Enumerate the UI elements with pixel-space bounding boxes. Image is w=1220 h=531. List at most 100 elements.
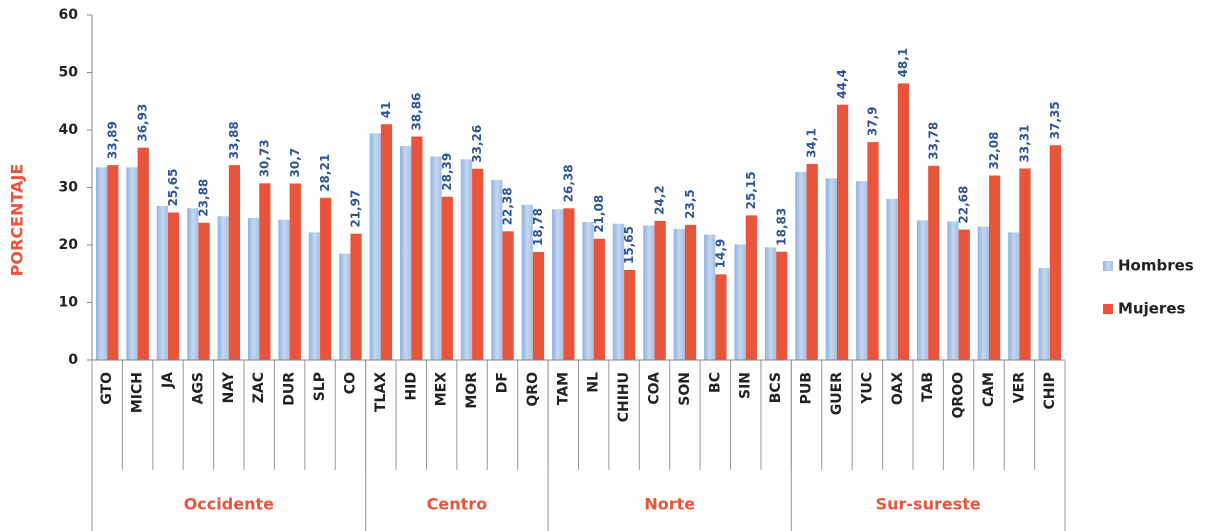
y-tick-label: 40 (59, 122, 79, 138)
group-label: Sur-sureste (876, 495, 981, 514)
bar (228, 165, 241, 360)
bar (643, 225, 655, 360)
data-label: 48,1 (896, 48, 910, 78)
group-label: Centro (427, 495, 488, 514)
bar (734, 244, 746, 360)
bar (1049, 145, 1062, 360)
x-tick-label: MICH (130, 372, 146, 413)
data-label: 15,65 (622, 226, 636, 264)
data-label: 25,15 (744, 171, 758, 209)
bar (612, 223, 625, 360)
bar (126, 167, 138, 360)
bar (582, 222, 594, 360)
data-label: 26,38 (561, 164, 575, 202)
x-tick-label: JA (160, 372, 176, 389)
bar (156, 205, 169, 360)
x-tick-label: VER (1011, 372, 1027, 403)
bar (532, 252, 545, 360)
bar (704, 234, 716, 360)
bar (107, 165, 119, 360)
data-label: 33,78 (926, 122, 940, 160)
bar (308, 232, 321, 360)
x-tick-label: DUR (282, 372, 298, 406)
bar (988, 175, 1001, 360)
bar (472, 168, 484, 360)
data-label: 21,08 (592, 195, 606, 233)
bar (95, 167, 108, 360)
data-label: 32,08 (987, 132, 1001, 170)
bar (928, 165, 940, 360)
y-tick-label: 50 (59, 65, 79, 81)
bar (776, 251, 788, 360)
bar (715, 274, 727, 360)
x-tick-label: SLP (312, 372, 328, 401)
x-tick-label: TAM (555, 372, 571, 405)
y-tick-label: 20 (59, 237, 79, 253)
x-tick-label: MOR (464, 372, 480, 409)
x-tick-label: HID (403, 372, 419, 401)
bar (563, 208, 575, 360)
data-label: 37,35 (1048, 101, 1062, 139)
bar (411, 136, 423, 360)
bar (320, 197, 332, 360)
bar (764, 247, 777, 360)
bar (198, 222, 210, 360)
x-tick-label: ZAC (251, 372, 267, 403)
y-tick-label: 10 (59, 295, 79, 311)
data-label: 18,83 (774, 208, 788, 246)
bar (339, 253, 351, 360)
x-tick-label: CAM (981, 372, 997, 407)
data-label: 33,89 (105, 121, 119, 159)
data-label: 30,73 (257, 139, 271, 177)
x-tick-label: AGS (190, 372, 206, 404)
x-tick-label: CHIP (1042, 372, 1058, 409)
x-tick-label: QROO (951, 372, 967, 419)
bar (502, 231, 514, 360)
bar (278, 219, 290, 360)
data-label: 41 (379, 102, 393, 119)
x-tick-label: PUB (799, 372, 815, 404)
data-label: 30,7 (288, 148, 302, 178)
data-label: 28,39 (440, 153, 454, 191)
data-label: 33,26 (470, 125, 484, 163)
x-tick-label: CO (342, 372, 358, 394)
bar (897, 83, 910, 361)
data-label: 37,9 (865, 106, 879, 136)
y-tick-label: 60 (59, 7, 79, 23)
bar (958, 229, 970, 360)
legend-swatch (1103, 261, 1113, 271)
bar (369, 133, 381, 360)
bar (673, 228, 685, 360)
bar (441, 196, 453, 360)
x-tick-label: COA (647, 372, 663, 405)
data-label: 22,68 (957, 186, 971, 224)
legend-swatch (1103, 304, 1113, 314)
legend-label: Mujeres (1118, 300, 1185, 318)
data-label: 23,5 (683, 189, 697, 219)
legend-label: Hombres (1118, 257, 1194, 275)
bar (552, 209, 564, 360)
data-label: 18,78 (531, 208, 545, 246)
group-label: Occidente (184, 495, 274, 514)
bar (1038, 268, 1050, 360)
bar (380, 124, 393, 360)
bar (795, 171, 807, 360)
x-tick-label: GTO (99, 372, 115, 405)
bar (350, 233, 362, 360)
bar (916, 220, 929, 360)
x-tick-label: SON (677, 372, 693, 406)
bar (825, 178, 837, 360)
data-label: 44,4 (835, 69, 849, 99)
bar (745, 215, 757, 360)
y-axis-label: PORCENTAJE (8, 164, 27, 277)
bar (886, 199, 898, 360)
x-tick-label: YUC (859, 372, 875, 405)
x-tick-label: GUER (829, 372, 845, 415)
x-tick-label: SIN (738, 372, 754, 399)
x-tick-label: DF (494, 372, 510, 393)
data-label: 23,88 (197, 179, 211, 217)
data-label: 14,9 (713, 239, 727, 269)
x-tick-label: CHIHU (616, 372, 632, 422)
bar (187, 208, 199, 360)
